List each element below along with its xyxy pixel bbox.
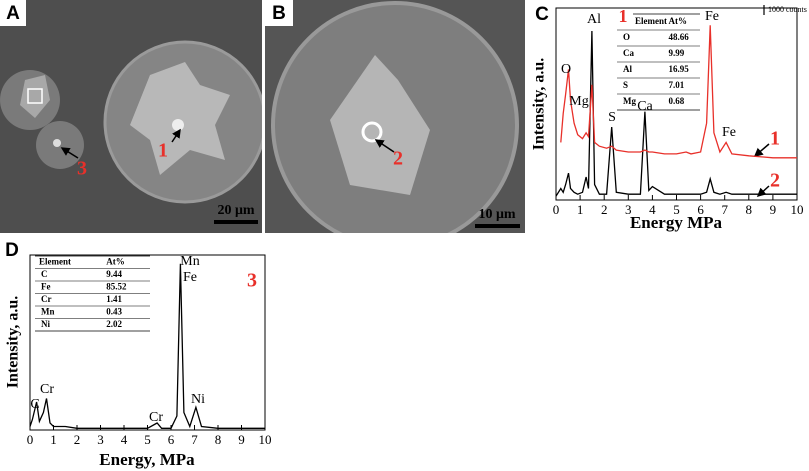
table-cell: 0.68 (668, 96, 684, 106)
x-tick-label: 4 (121, 432, 128, 447)
x-tick-label: 6 (168, 432, 175, 447)
table-cell: Al (623, 64, 632, 74)
x-tick-label: 2 (74, 432, 81, 447)
x-tick-label: 3 (97, 432, 104, 447)
x-tick-label: 3 (625, 202, 632, 217)
table-cell: 85.52 (106, 281, 127, 291)
table-cell: 9.44 (106, 269, 122, 279)
x-tick-label: 1 (577, 202, 584, 217)
x-tick-label: 2 (601, 202, 608, 217)
x-tick-label: 5 (144, 432, 151, 447)
arrow (60, 147, 79, 159)
table-header: At% (106, 256, 125, 266)
peak-label: C (30, 397, 39, 412)
scale-bar-label: 20 μm (217, 203, 254, 218)
table-cell: Fe (41, 281, 51, 291)
table-header: Element (635, 16, 667, 26)
y-axis-title: Intensity, a.u. (5, 296, 22, 388)
table-cell: Mn (41, 306, 55, 316)
x-tick-label: 0 (553, 202, 560, 217)
table-cell: 1.41 (106, 294, 122, 304)
table-header: At% (668, 16, 687, 26)
panel-label: D (5, 240, 19, 261)
x-tick-label: 7 (191, 432, 198, 447)
x-tick-label: 0 (27, 432, 34, 447)
table-cell: O (623, 32, 630, 42)
marker: 2 (393, 148, 403, 170)
x-tick-label: 8 (746, 202, 753, 217)
x-tick-label: 1 (50, 432, 57, 447)
arrow (171, 128, 181, 143)
marker: 3 (77, 158, 87, 180)
spectrum-line (555, 30, 797, 197)
scale-bar-label: 10 μm (478, 207, 515, 222)
table-header: Element (39, 256, 71, 266)
table-cell: 2.02 (106, 319, 122, 329)
x-tick-label: 10 (259, 432, 272, 447)
peak-label: Fe (183, 270, 197, 285)
peak-label: Fe (722, 125, 736, 140)
x-axis-title: Energy, MPa (99, 450, 195, 469)
panel-label: B (272, 3, 286, 24)
x-tick-label: 6 (697, 202, 704, 217)
panel-label: A (6, 3, 20, 24)
peak-label: Mg (569, 94, 588, 109)
x-axis-title: Energy MPa (630, 213, 723, 232)
series-label: 2 (770, 170, 780, 192)
marker: 1 (158, 140, 168, 162)
x-tick-label: 10 (791, 202, 804, 217)
series-label: 1 (770, 128, 780, 150)
spectrum-line (29, 263, 265, 429)
table-cell: Ca (623, 48, 634, 58)
table-cell: 0.43 (106, 306, 122, 316)
micrograph-b (265, 0, 525, 233)
peak-label: Fe (705, 9, 719, 24)
x-tick-label: 4 (649, 202, 656, 217)
series-label: 3 (247, 270, 257, 292)
table-cell: 7.01 (668, 80, 684, 90)
table-cell: 48.66 (668, 32, 689, 42)
x-tick-label: 7 (721, 202, 728, 217)
table-cell: 9.99 (668, 48, 684, 58)
micrograph-a (0, 0, 262, 233)
arrow (753, 143, 770, 157)
arrow (374, 139, 395, 153)
table-cell: Mg (623, 96, 636, 106)
table-cell: S (623, 80, 628, 90)
scale-label: 1000 counts (768, 5, 807, 14)
table-cell: C (41, 269, 48, 279)
x-tick-label: 5 (673, 202, 680, 217)
peak-label: Cr (40, 382, 54, 397)
peak-label: Ca (637, 99, 653, 114)
spectrum-line (560, 25, 797, 159)
peak-label: Cr (149, 410, 163, 425)
table-label: 1 (619, 6, 628, 26)
panel-label: C (535, 4, 549, 25)
x-tick-label: 8 (215, 432, 222, 447)
table-cell: Cr (41, 294, 52, 304)
table-cell: Ni (41, 319, 50, 329)
peak-label: Al (587, 12, 601, 27)
x-tick-label: 9 (238, 432, 245, 447)
peak-label: Ni (191, 392, 205, 407)
arrow (756, 185, 770, 198)
x-tick-label: 9 (770, 202, 777, 217)
table-cell: 16.95 (668, 64, 689, 74)
y-axis-title: Intensity, a.u. (531, 58, 548, 150)
peak-label: O (561, 62, 571, 77)
peak-label: S (608, 110, 616, 125)
peak-label: Mn (180, 254, 199, 269)
